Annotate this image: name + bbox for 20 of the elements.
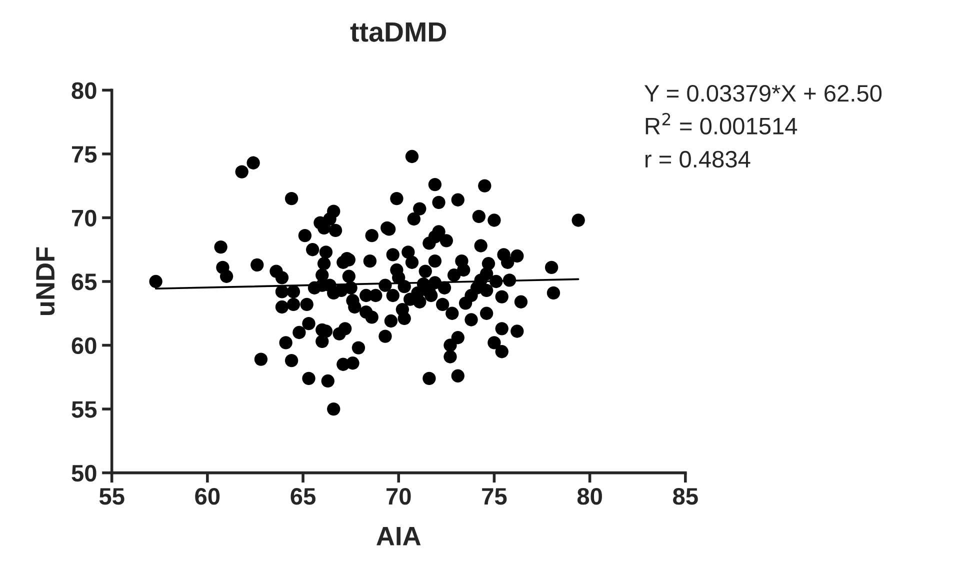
y-tick-label: 75 (72, 146, 97, 163)
x-tick-label: 65 (290, 488, 316, 505)
annotation: R$^{2}$ = 0.001514 (646, 112, 798, 134)
chart-title: ttaDMD (350, 22, 446, 42)
x-tick-label: 55 (99, 488, 124, 505)
y-tick-label: 50 (72, 464, 96, 482)
x-tick-label: 80 (577, 488, 602, 505)
annotation: Y = 0.03379*X + 62.50 (644, 84, 882, 102)
y-tick-label: 65 (72, 274, 97, 290)
y-tick-label: 80 (72, 82, 96, 99)
y-tick-label: 55 (72, 401, 97, 418)
y-tick-label: 60 (72, 337, 96, 354)
y-axis-title: uNDF (36, 247, 55, 316)
y-tick-label: 70 (72, 210, 96, 226)
x-axis-title: AIA (376, 527, 421, 546)
x-tick-label: 70 (386, 488, 411, 505)
annotation: r = 0.4834 (646, 150, 750, 168)
x-tick-label: 85 (673, 488, 698, 505)
x-tick-label: 75 (482, 488, 507, 505)
x-tick-label: 60 (195, 488, 220, 505)
